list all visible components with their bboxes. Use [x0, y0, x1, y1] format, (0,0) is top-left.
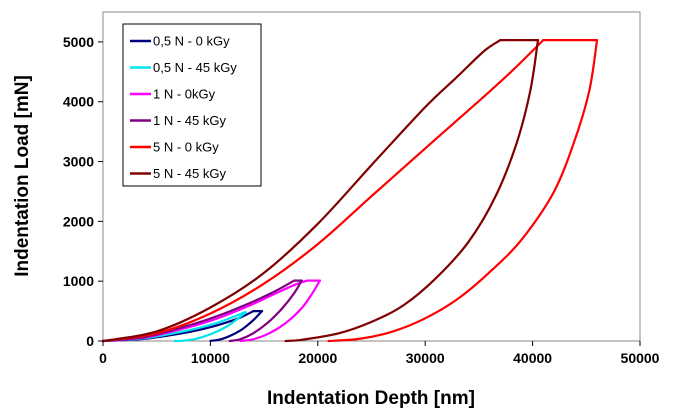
- series-unloading-line: [173, 311, 247, 343]
- series-loading-line: [101, 39, 545, 343]
- tick-layer: 0 10000 20000 30000 40000 50000 0 1000 2000 3000 4…: [63, 34, 660, 366]
- series-layer: [101, 38, 599, 343]
- x-tick-label: 20000: [298, 350, 337, 366]
- x-tick-label: 10000: [191, 350, 230, 366]
- y-tick-label: 2000: [63, 213, 94, 229]
- x-tick-label: 30000: [406, 350, 445, 366]
- legend-box: [122, 23, 262, 187]
- y-tick-label: 1000: [63, 273, 94, 289]
- series-unloading-line: [327, 39, 599, 343]
- series-unloading-line: [239, 279, 321, 343]
- legend-label: 5 N - 45 kGy: [153, 166, 226, 181]
- x-tick-label: 40000: [513, 350, 552, 366]
- y-tick-label: 0: [86, 333, 94, 349]
- y-tick-label: 5000: [63, 34, 94, 50]
- legend: 0,5 N - 0 kGy 0,5 N - 45 kGy 1 N - 0kGy 1 N…: [122, 23, 262, 187]
- x-tick-label: 0: [99, 350, 107, 366]
- series-unloading-line: [209, 310, 264, 343]
- y-tick-label: 4000: [63, 94, 94, 110]
- x-axis-title: Indentation Depth [nm]: [267, 388, 475, 409]
- series-3: [101, 279, 303, 343]
- legend-label: 1 N - 0kGy: [153, 87, 216, 102]
- series-loading-line: [101, 39, 502, 343]
- y-axis-title: Indentation Load [mN]: [12, 75, 33, 277]
- series-loading-line: [101, 279, 296, 343]
- legend-label: 1 N - 45 kGy: [153, 113, 226, 128]
- series-4: [101, 38, 599, 343]
- legend-label: 0,5 N - 45 kGy: [153, 60, 237, 75]
- y-tick-label: 3000: [63, 154, 94, 170]
- series-unloading-line: [228, 279, 303, 343]
- series-5: [101, 38, 540, 343]
- legend-label: 5 N - 0 kGy: [153, 140, 219, 155]
- series-unloading-line: [284, 39, 540, 343]
- legend-label: 0,5 N - 0 kGy: [153, 34, 230, 49]
- x-tick-label: 50000: [621, 350, 660, 366]
